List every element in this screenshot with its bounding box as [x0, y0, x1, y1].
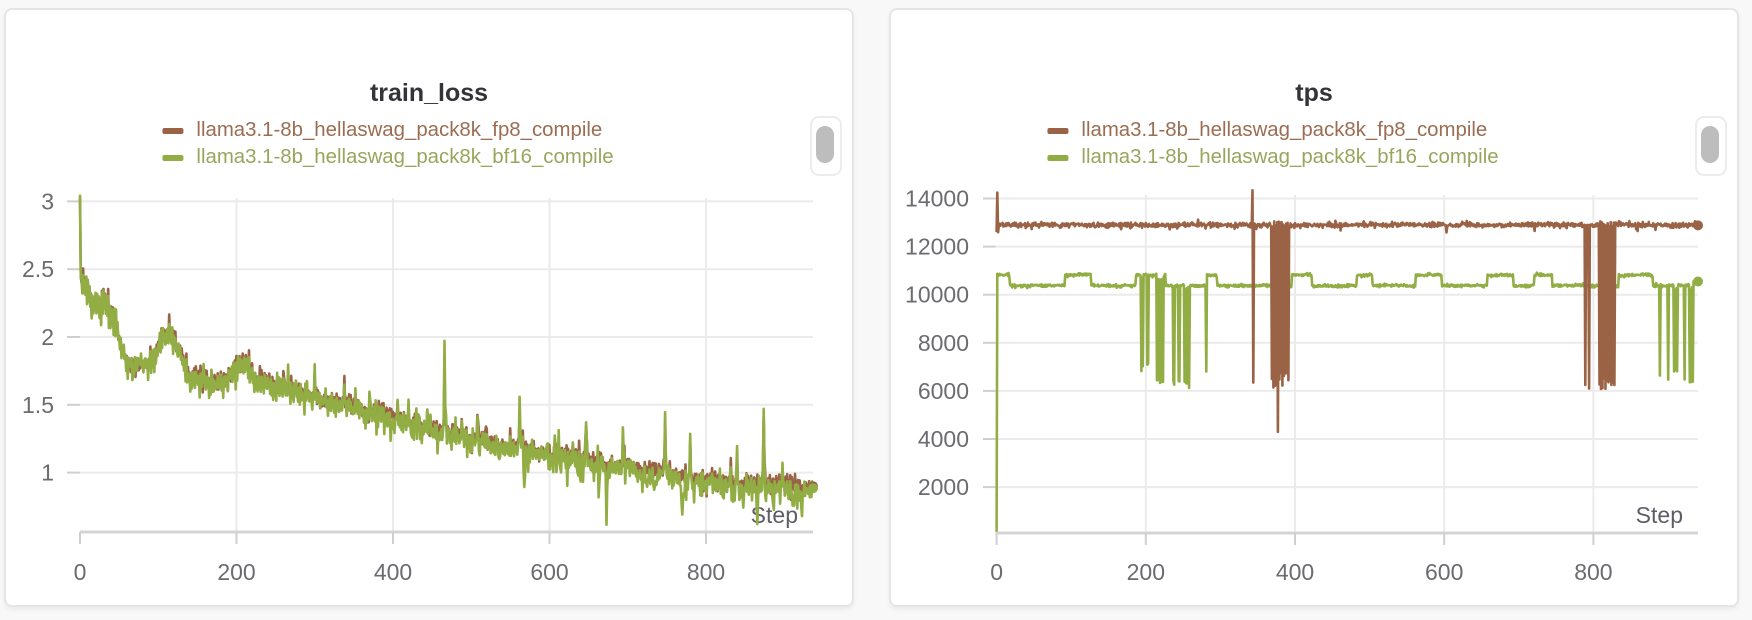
svg-text:10000: 10000	[905, 282, 969, 308]
svg-text:200: 200	[217, 559, 255, 585]
svg-text:8000: 8000	[918, 330, 969, 356]
svg-text:800: 800	[687, 559, 725, 585]
svg-text:0: 0	[990, 559, 1003, 585]
svg-text:1: 1	[41, 460, 54, 486]
svg-text:800: 800	[1574, 559, 1612, 585]
svg-text:1.5: 1.5	[22, 392, 54, 418]
svg-text:400: 400	[1276, 559, 1314, 585]
svg-text:600: 600	[530, 559, 568, 585]
svg-text:2.5: 2.5	[22, 256, 54, 282]
svg-text:Step: Step	[1636, 502, 1683, 528]
svg-text:12000: 12000	[905, 234, 969, 260]
svg-text:2: 2	[41, 324, 54, 350]
svg-text:14000: 14000	[905, 186, 969, 212]
svg-text:6000: 6000	[918, 378, 969, 404]
svg-text:400: 400	[374, 559, 412, 585]
svg-text:4000: 4000	[918, 426, 969, 452]
svg-text:200: 200	[1127, 559, 1165, 585]
svg-text:0: 0	[74, 559, 87, 585]
svg-text:3: 3	[41, 188, 54, 214]
svg-text:600: 600	[1425, 559, 1463, 585]
svg-text:2000: 2000	[918, 474, 969, 500]
